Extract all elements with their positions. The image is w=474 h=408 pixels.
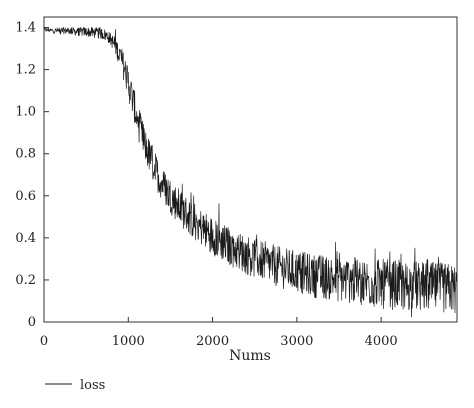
series-line-loss <box>43 27 458 318</box>
x-tick-label: 0 <box>40 334 48 349</box>
y-tick-label: 1.2 <box>15 63 36 78</box>
y-axis-ticks: 0 0.2 0.4 0.6 0.8 1.0 1.2 1.4 <box>15 21 49 330</box>
plot-frame <box>43 16 458 323</box>
y-tick-label: 0.4 <box>15 231 36 246</box>
x-tick-label: 4000 <box>365 334 398 349</box>
x-axis-label: Nums <box>229 348 271 364</box>
y-tick-label: 0 <box>28 315 36 330</box>
x-tick-label: 2000 <box>196 334 229 349</box>
y-tick-label: 0.6 <box>15 189 36 204</box>
y-tick-label: 1.4 <box>15 21 36 36</box>
x-tick-label: 3000 <box>280 334 313 349</box>
y-tick-label: 0.2 <box>15 273 36 288</box>
x-axis-ticks: 0 1000 2000 3000 4000 <box>40 317 398 349</box>
legend-label-loss: loss <box>80 378 105 393</box>
y-tick-label: 1.0 <box>15 105 36 120</box>
y-tick-label: 0.8 <box>15 147 36 162</box>
x-tick-label: 1000 <box>112 334 145 349</box>
